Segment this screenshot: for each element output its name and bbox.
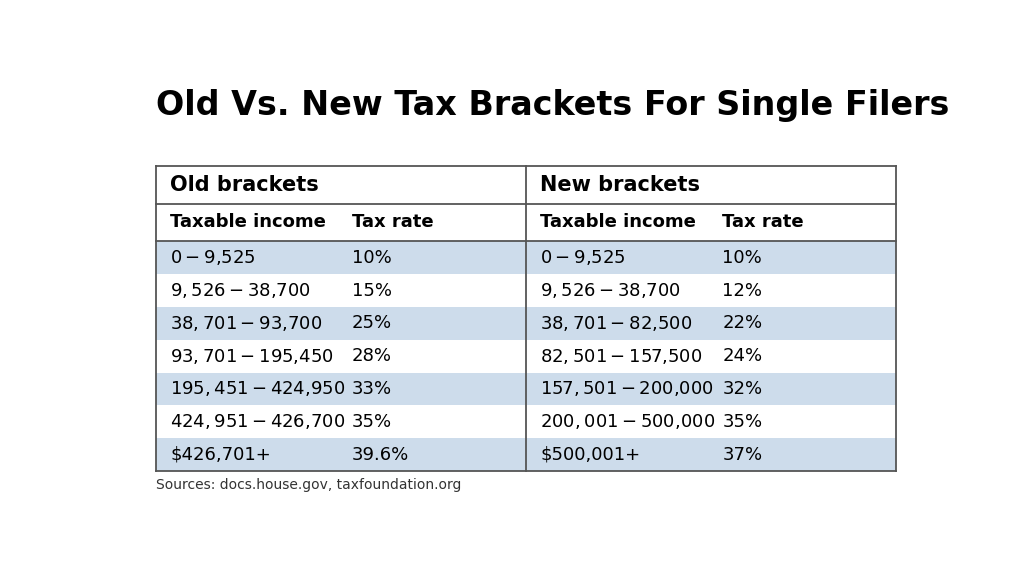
Bar bbox=[156, 241, 896, 274]
Text: New brackets: New brackets bbox=[541, 175, 700, 195]
Text: 25%: 25% bbox=[352, 315, 392, 332]
Text: $157,501-$200,000: $157,501-$200,000 bbox=[541, 379, 714, 398]
Text: Old Vs. New Tax Brackets For Single Filers: Old Vs. New Tax Brackets For Single File… bbox=[156, 89, 949, 122]
Text: 32%: 32% bbox=[722, 380, 762, 398]
Text: $424,951-$426,700: $424,951-$426,700 bbox=[170, 412, 345, 431]
Text: $426,701+: $426,701+ bbox=[170, 445, 270, 464]
Text: 12%: 12% bbox=[722, 281, 762, 300]
Text: $9,526-$38,700: $9,526-$38,700 bbox=[170, 281, 311, 300]
Text: Taxable income: Taxable income bbox=[541, 214, 696, 231]
Text: 10%: 10% bbox=[722, 249, 762, 267]
Bar bbox=[156, 340, 896, 373]
Text: $9,526-$38,700: $9,526-$38,700 bbox=[541, 281, 681, 300]
Text: 22%: 22% bbox=[722, 315, 762, 332]
Text: Tax rate: Tax rate bbox=[352, 214, 433, 231]
Text: 15%: 15% bbox=[352, 281, 392, 300]
Text: 37%: 37% bbox=[722, 445, 762, 464]
Bar bbox=[156, 204, 896, 241]
Bar bbox=[156, 405, 896, 439]
Text: 33%: 33% bbox=[352, 380, 392, 398]
Text: $200,001-$500,000: $200,001-$500,000 bbox=[541, 412, 716, 431]
Text: 35%: 35% bbox=[722, 413, 762, 431]
Text: 28%: 28% bbox=[352, 347, 392, 365]
Text: 39.6%: 39.6% bbox=[352, 445, 410, 464]
Text: Taxable income: Taxable income bbox=[170, 214, 326, 231]
Bar bbox=[156, 373, 896, 405]
Text: $195,451-$424,950: $195,451-$424,950 bbox=[170, 379, 345, 398]
Text: 35%: 35% bbox=[352, 413, 392, 431]
Text: $38,701-$93,700: $38,701-$93,700 bbox=[170, 314, 323, 333]
Text: $38,701-$82,500: $38,701-$82,500 bbox=[541, 314, 692, 333]
Bar bbox=[156, 307, 896, 340]
Bar bbox=[156, 274, 896, 307]
Text: Tax rate: Tax rate bbox=[722, 214, 804, 231]
Text: $0-$9,525: $0-$9,525 bbox=[541, 248, 626, 267]
Text: $93,701-$195,450: $93,701-$195,450 bbox=[170, 347, 334, 366]
Bar bbox=[156, 166, 896, 204]
Text: 24%: 24% bbox=[722, 347, 762, 365]
Text: $0-$9,525: $0-$9,525 bbox=[170, 248, 256, 267]
Bar bbox=[156, 439, 896, 471]
Text: Old brackets: Old brackets bbox=[170, 175, 318, 195]
Text: Sources: docs.house.gov, taxfoundation.org: Sources: docs.house.gov, taxfoundation.o… bbox=[156, 478, 461, 492]
Text: 10%: 10% bbox=[352, 249, 392, 267]
Text: $82,501-$157,500: $82,501-$157,500 bbox=[541, 347, 702, 366]
Text: $500,001+: $500,001+ bbox=[541, 445, 640, 464]
